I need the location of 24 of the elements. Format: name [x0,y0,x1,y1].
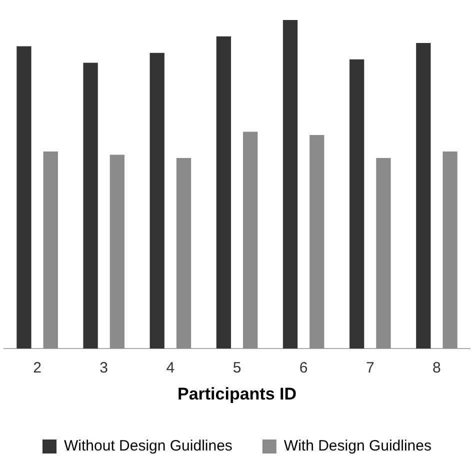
x-tick-label: 5 [232,360,242,377]
bar [16,46,32,349]
x-tick-label: 3 [100,360,108,377]
legend-label: With Design Guidlines [284,438,432,455]
bar [176,158,192,349]
x-tick-label: 8 [432,360,441,377]
bar [150,52,164,349]
x-axis-title: Participants ID [177,384,297,404]
x-tick-label: 4 [166,360,175,377]
x-tick-label: 2 [33,360,42,377]
bar [110,154,124,349]
bar [83,62,98,349]
bar [242,132,258,349]
bar [216,36,232,349]
bar [310,135,324,349]
x-tick-label: 6 [299,360,308,377]
legend-label: Without Design Guidlines [64,438,232,455]
bar [416,43,431,349]
bar [282,20,298,349]
bar [350,59,364,349]
x-tick-label: 7 [366,360,374,377]
bar [43,151,58,349]
bar [442,151,458,349]
bar [376,158,391,349]
